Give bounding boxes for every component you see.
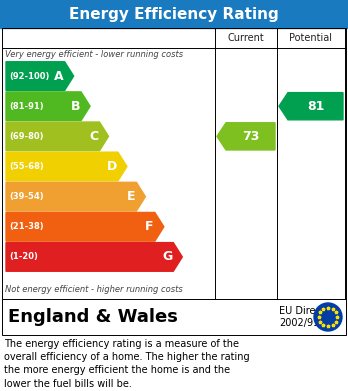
Text: (69-80): (69-80) [9, 132, 44, 141]
Polygon shape [279, 93, 343, 120]
Text: England & Wales: England & Wales [8, 308, 178, 326]
Text: Very energy efficient - lower running costs: Very energy efficient - lower running co… [5, 50, 183, 59]
Text: 73: 73 [242, 130, 259, 143]
Text: (55-68): (55-68) [9, 162, 44, 171]
Text: (92-100): (92-100) [9, 72, 49, 81]
Circle shape [314, 303, 342, 331]
Text: E: E [127, 190, 135, 203]
Polygon shape [6, 212, 164, 241]
Text: Energy Efficiency Rating: Energy Efficiency Rating [69, 7, 279, 22]
Polygon shape [217, 123, 275, 150]
Polygon shape [6, 152, 127, 181]
Text: (21-38): (21-38) [9, 222, 44, 231]
Text: F: F [145, 220, 154, 233]
Text: Not energy efficient - higher running costs: Not energy efficient - higher running co… [5, 285, 183, 294]
Text: EU Directive
2002/91/EC: EU Directive 2002/91/EC [279, 306, 339, 328]
Text: C: C [89, 130, 98, 143]
Text: (81-91): (81-91) [9, 102, 44, 111]
Text: The energy efficiency rating is a measure of the
overall efficiency of a home. T: The energy efficiency rating is a measur… [4, 339, 250, 389]
Polygon shape [6, 122, 109, 151]
Polygon shape [6, 92, 90, 120]
Text: A: A [54, 70, 64, 83]
Text: Current: Current [228, 33, 264, 43]
Text: D: D [107, 160, 117, 173]
Bar [2, 299, 346, 335]
Polygon shape [6, 62, 74, 90]
Text: (1-20): (1-20) [9, 253, 38, 262]
Text: G: G [162, 250, 172, 264]
Polygon shape [6, 242, 182, 271]
Bar [2, 28, 346, 299]
Text: B: B [71, 100, 80, 113]
Polygon shape [6, 182, 145, 211]
Bar [0, 0, 348, 28]
Text: Potential: Potential [290, 33, 332, 43]
Text: (39-54): (39-54) [9, 192, 44, 201]
Text: 81: 81 [307, 100, 324, 113]
